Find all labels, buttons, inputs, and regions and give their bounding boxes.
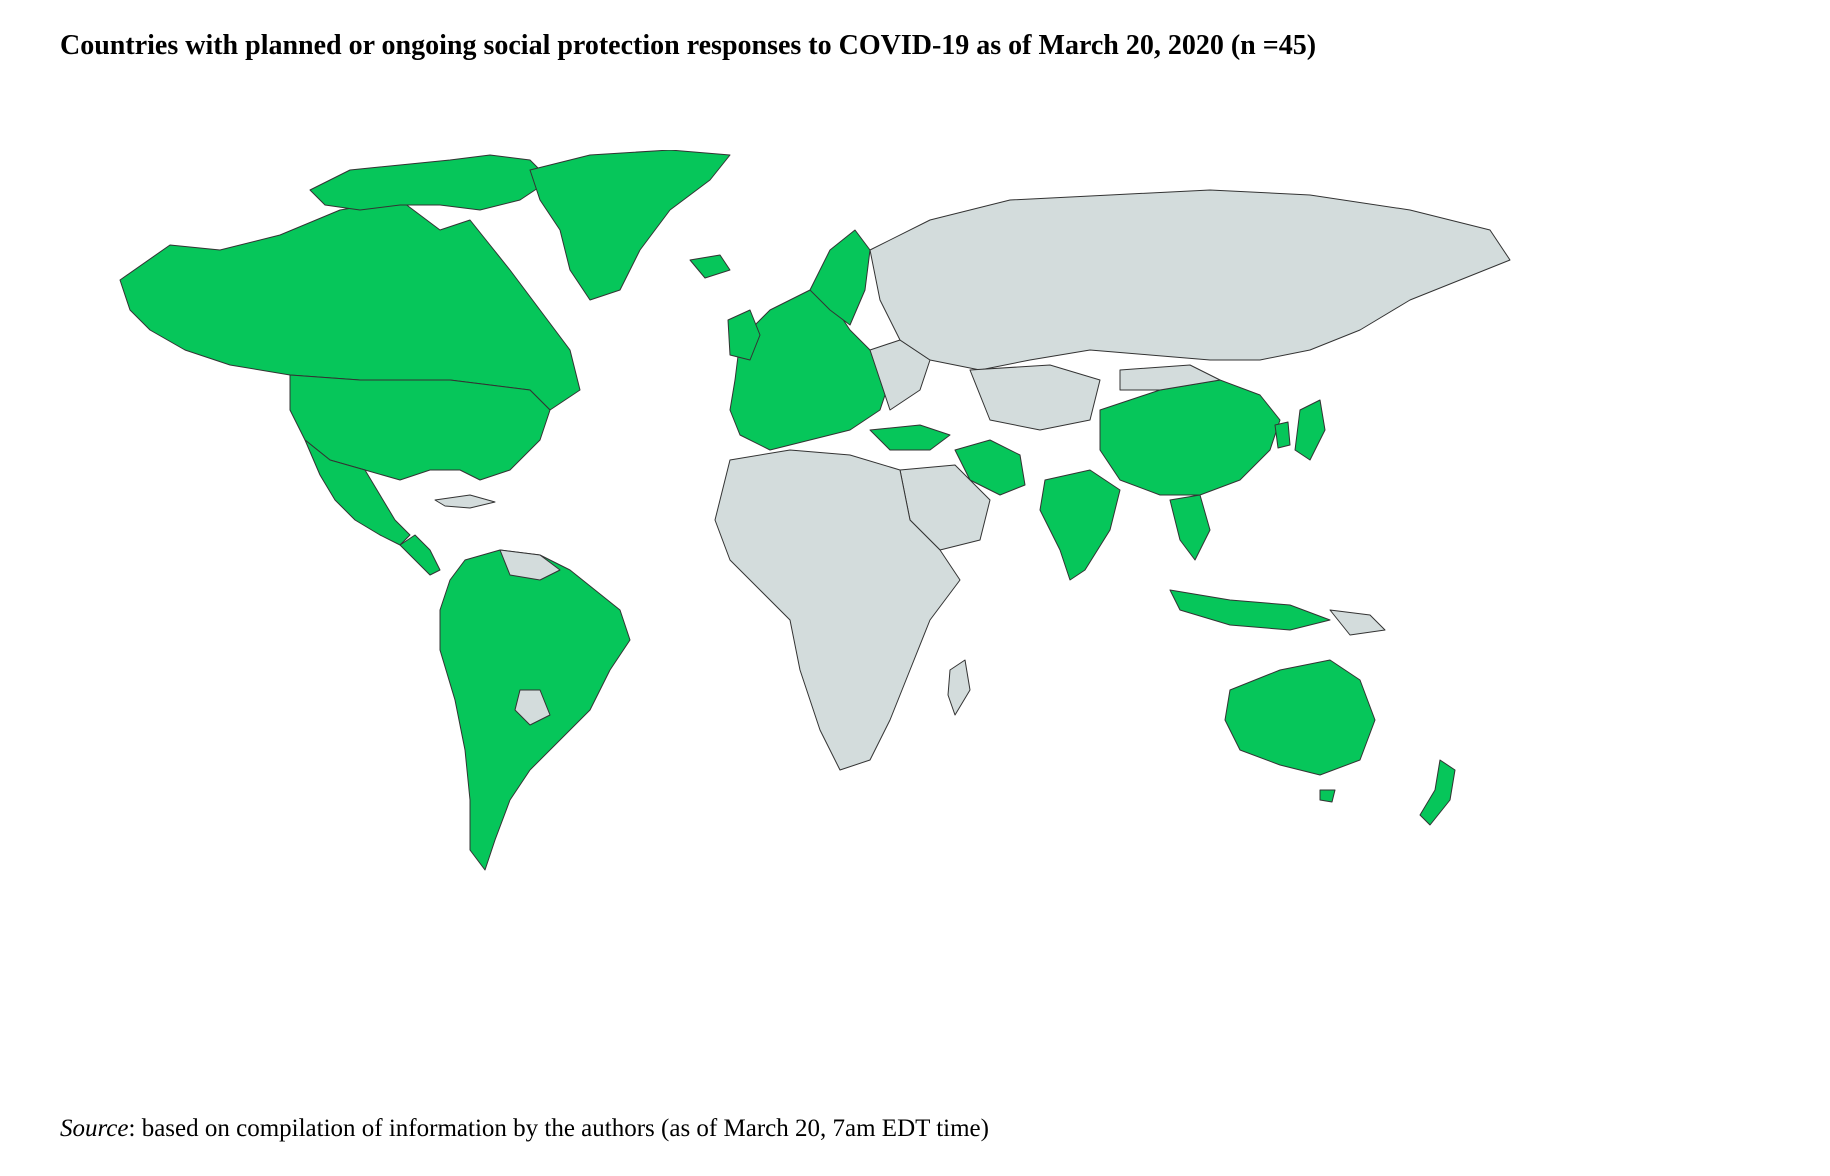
- turkey: [869, 424, 951, 451]
- russia-region: [869, 189, 1511, 371]
- mongolia: [1119, 364, 1221, 391]
- venezuela-guyana: [499, 549, 561, 581]
- china-region: [1099, 379, 1281, 496]
- europe-region: [729, 289, 891, 451]
- mexico-region: [304, 439, 411, 546]
- scandinavia: [809, 229, 871, 326]
- source-label: Source: [60, 1115, 129, 1142]
- paraguay: [514, 689, 551, 726]
- iceland: [689, 254, 731, 279]
- indonesia-region: [1169, 589, 1331, 631]
- japan: [1294, 399, 1326, 461]
- source-text: : based on compilation of information by…: [128, 1115, 989, 1142]
- australia-region: [1224, 659, 1376, 776]
- canada-region: [119, 199, 581, 411]
- central-america: [399, 534, 441, 576]
- new-zealand: [1419, 759, 1456, 826]
- india-region: [1039, 469, 1121, 581]
- southeast-asia: [1169, 494, 1211, 561]
- africa-region: [714, 449, 961, 771]
- source-note: Source: based on compilation of informat…: [60, 1115, 989, 1143]
- world-map: [110, 150, 1820, 1030]
- central-asia: [969, 364, 1101, 431]
- papua-new-guinea: [1329, 609, 1386, 636]
- korea: [1274, 421, 1291, 449]
- map-title: Countries with planned or ongoing social…: [60, 30, 1317, 61]
- madagascar: [947, 659, 971, 716]
- greenland-region: [529, 150, 731, 301]
- cuba: [434, 494, 496, 509]
- arctic-islands: [309, 154, 551, 211]
- uk-ireland: [727, 309, 761, 361]
- tasmania: [1319, 789, 1336, 803]
